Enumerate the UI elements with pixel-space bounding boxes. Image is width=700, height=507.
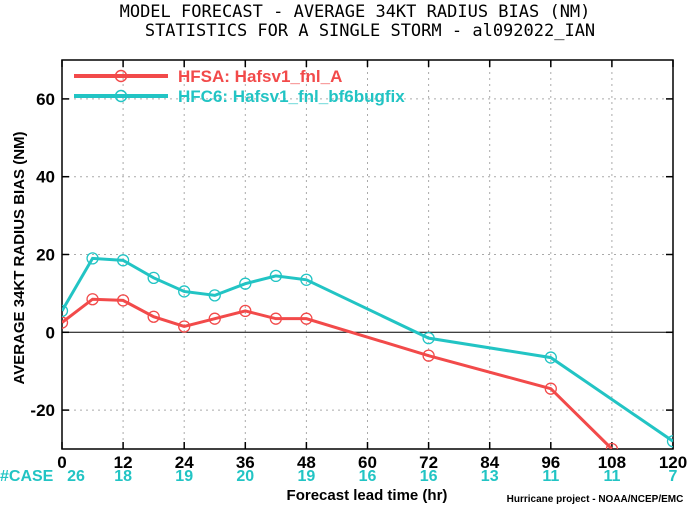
data-point (147, 310, 160, 323)
data-point (116, 294, 130, 307)
x-tick-label: 0 (57, 453, 66, 472)
case-count: 20 (236, 468, 254, 485)
data-point (666, 435, 673, 448)
data-point (86, 293, 99, 306)
chart-title-line1: MODEL FORECAST - AVERAGE 34KT RADIUS BIA… (120, 2, 591, 22)
y-tick-label: -20 (30, 401, 55, 420)
case-count: 19 (298, 468, 316, 485)
x-tick-label: 72 (419, 453, 438, 472)
x-tick-label: 60 (358, 453, 377, 472)
data-point (239, 277, 252, 290)
case-count: 11 (603, 468, 620, 485)
data-point (300, 312, 313, 325)
x-axis-label: Forecast lead time (hr) (287, 487, 448, 504)
data-point (208, 289, 221, 302)
data-point (605, 442, 619, 449)
chart-title-line2: STATISTICS FOR A SINGLE STORM - al092022… (145, 21, 595, 41)
case-count: 16 (359, 468, 377, 485)
x-tick-label: 36 (236, 453, 255, 472)
data-point (269, 269, 283, 283)
case-count: 11 (542, 468, 559, 485)
series-2 (62, 252, 673, 448)
x-tick-label: 96 (541, 453, 560, 472)
x-tick-label: 12 (114, 453, 133, 472)
case-counts: #CASE 26 18 19 20 19 16 16 13 11 11 7 (0, 468, 678, 485)
credit-text: Hurricane project - NOAA/NCEP/EMC (507, 494, 684, 505)
data-point (208, 312, 221, 325)
case-count: 26 (67, 468, 85, 485)
case-count: 18 (114, 468, 132, 485)
data-point (422, 349, 435, 362)
data-point (62, 304, 69, 318)
data-point (86, 252, 99, 265)
y-tick-label: 40 (36, 168, 55, 187)
case-count: 19 (175, 468, 193, 485)
x-tick-label: 24 (175, 453, 194, 472)
series-layer (62, 252, 673, 449)
data-point (147, 271, 160, 284)
data-point (422, 331, 435, 345)
case-count: 13 (481, 468, 499, 485)
series-line (62, 297, 613, 449)
case-label: #CASE (0, 468, 54, 485)
y-tick-label: 60 (36, 90, 55, 109)
legend-marker (114, 69, 128, 83)
legend-label: HFSA: Hafsv1_fnl_A (178, 67, 342, 86)
case-count: 16 (420, 468, 438, 485)
data-point (544, 382, 557, 395)
y-tick-label: 20 (36, 246, 55, 265)
x-tick-label: 120 (659, 453, 687, 472)
case-count: 7 (669, 468, 678, 485)
legend-marker (114, 89, 128, 103)
data-point (239, 304, 252, 318)
axes: 0 12 24 36 48 60 72 84 96 108 120 -20 0 20 40 60 (30, 59, 687, 472)
x-tick-label: 84 (480, 453, 499, 472)
data-point (178, 285, 191, 298)
grid-lines (62, 60, 673, 449)
y-axis-label: AVERAGE 34KT RADIUS BIAS (NM) (11, 131, 28, 384)
x-tick-label: 108 (598, 453, 626, 472)
series-1 (62, 293, 619, 449)
data-point (300, 273, 313, 286)
x-tick-label: 48 (297, 453, 316, 472)
data-point (116, 254, 130, 267)
data-point (178, 320, 191, 333)
data-point (62, 316, 69, 329)
legend-label: HFC6: Hafsv1_fnl_bf6bugfix (178, 87, 405, 106)
data-point (269, 312, 283, 325)
y-tick-label: 0 (46, 323, 55, 342)
data-point (544, 351, 557, 364)
